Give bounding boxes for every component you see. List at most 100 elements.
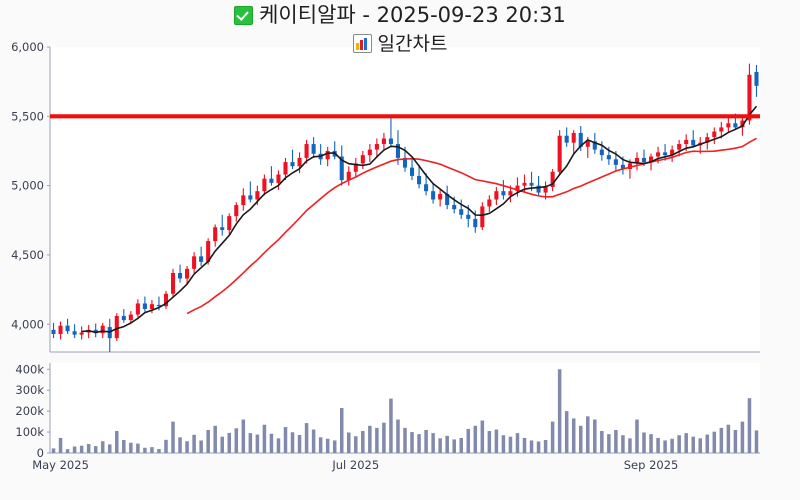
price-y-axis-ticks: 4,000 4,500 5,000 5,500 6,000 [11, 40, 50, 331]
candle-body [220, 227, 225, 230]
volume-bar [586, 416, 590, 453]
volume-bar [255, 434, 260, 453]
volume-bar [438, 438, 442, 453]
candle-body [557, 135, 562, 172]
volume-y-tick-label: 100k [15, 425, 44, 439]
volume-bar [354, 436, 358, 453]
candle-body [241, 195, 246, 206]
volume-bar [122, 440, 126, 453]
volume-bar [473, 425, 478, 453]
volume-y-tick-label: 200k [15, 404, 44, 418]
candle-body [192, 256, 197, 269]
volume-bar [564, 411, 569, 453]
candle-body [381, 138, 386, 145]
candle-body [234, 205, 239, 217]
candle-body [754, 71, 759, 86]
volume-bar [389, 398, 393, 453]
volume-bar [571, 418, 576, 453]
volume-bar [347, 432, 351, 453]
volume-bar [494, 429, 499, 453]
volume-bar [290, 432, 295, 453]
volume-bar [368, 425, 372, 453]
volume-bar [508, 436, 513, 453]
volume-bar [129, 442, 133, 453]
candle-body [311, 144, 316, 154]
candle-body [529, 182, 534, 186]
candle-body [627, 163, 632, 169]
candle-body [290, 162, 295, 167]
candle-body [452, 205, 457, 210]
volume-bar [164, 439, 168, 453]
candle-body [395, 144, 401, 158]
candle-body [606, 155, 611, 160]
volume-bar [649, 434, 653, 453]
candle-body [276, 174, 281, 183]
candle-body [712, 131, 717, 138]
candle-body [508, 191, 513, 196]
volume-bar [754, 430, 759, 453]
volume-bar [192, 434, 196, 453]
volume-bar [452, 439, 456, 453]
candle-body [705, 137, 710, 143]
candle-body [431, 191, 436, 200]
candle-body [227, 216, 232, 230]
volume-bar [705, 434, 710, 453]
candle-body [374, 144, 379, 150]
candle-body [494, 191, 499, 200]
volume-bar [691, 436, 695, 453]
x-tick-label: Jul 2025 [331, 458, 379, 472]
candle-body [255, 191, 260, 200]
price-y-tick-label: 6,000 [11, 40, 44, 54]
volume-bar [515, 433, 520, 453]
candle-body [445, 193, 450, 206]
volume-bar [635, 419, 639, 453]
candle-body [550, 171, 555, 188]
candle-body [72, 331, 77, 335]
volume-y-tick-label: 0 [37, 446, 44, 460]
volume-bar [375, 427, 379, 453]
candle-body [473, 218, 478, 228]
volume-bar [445, 435, 449, 453]
volume-bar [382, 422, 386, 453]
volume-bar [593, 419, 597, 453]
volume-bar [501, 435, 506, 453]
price-y-tick-label: 4,000 [11, 317, 44, 331]
volume-bar [459, 437, 463, 453]
candle-body [747, 74, 752, 121]
volume-bar [332, 440, 337, 453]
volume-bar [150, 447, 154, 453]
candle-body [185, 268, 190, 279]
candle-body [58, 325, 63, 334]
x-tick-label: May 2025 [32, 458, 89, 472]
volume-bar [325, 438, 330, 453]
volume-bar [157, 449, 161, 453]
candle-body [402, 157, 408, 168]
price-y-tick-label: 5,000 [11, 179, 44, 193]
candle-body [585, 141, 590, 147]
volume-bar [339, 408, 344, 453]
volume-bar [663, 440, 667, 453]
volume-bar [248, 433, 253, 453]
volume-bar [403, 427, 407, 453]
volume-bar [213, 425, 217, 453]
candle-body [691, 139, 696, 146]
candle-body [424, 184, 429, 192]
volume-bar [712, 431, 717, 453]
volume-bar [719, 427, 724, 453]
candle-body [536, 185, 541, 193]
candle-body [719, 127, 724, 132]
candle-body [578, 132, 583, 147]
candle-body [726, 123, 731, 128]
volume-y-tick-label: 300k [15, 383, 44, 397]
candle-body [740, 120, 745, 128]
volume-bar [424, 429, 428, 453]
volume-bar [522, 437, 527, 453]
volume-bar [283, 427, 288, 453]
candle-body [360, 155, 365, 164]
candle-body [121, 315, 126, 321]
volume-bar [684, 433, 688, 453]
candle-body [388, 138, 393, 145]
volume-bar [361, 431, 365, 453]
candle-body [656, 152, 661, 157]
